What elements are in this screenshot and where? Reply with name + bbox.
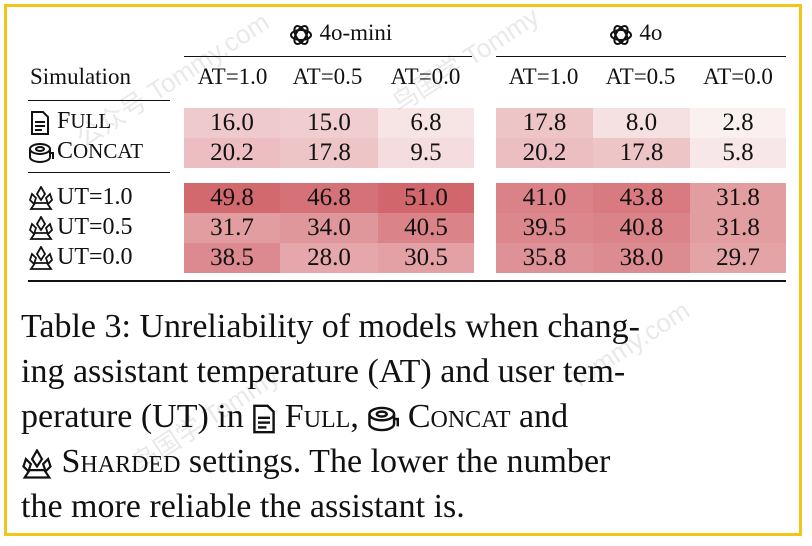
crystal-icon <box>28 185 54 210</box>
crystal-icon <box>28 215 54 240</box>
col-header-at: AT=1.0 <box>197 64 268 89</box>
table-cell: 31.8 <box>690 183 786 213</box>
midrule-label <box>28 100 170 101</box>
table-cell: 38.5 <box>184 243 280 273</box>
table-cell: 51.0 <box>378 183 474 213</box>
table-cell: 40.5 <box>378 213 474 243</box>
table-cell: 20.2 <box>184 138 280 168</box>
col-header-at: AT=0.0 <box>703 64 773 89</box>
col-header-at: AT=0.5 <box>605 64 676 89</box>
midrule-label <box>28 172 170 173</box>
cmidrule-right <box>496 56 786 57</box>
full-icon-wrap <box>30 111 50 140</box>
tape-roll-icon <box>368 406 400 432</box>
model-name-label: 4o-mini <box>319 20 393 45</box>
table-cell: 15.0 <box>280 108 378 138</box>
row-label-ut: UT=1.0 <box>57 184 133 210</box>
col-header-at: AT=0.0 <box>390 64 461 89</box>
openai-logo-icon <box>289 24 312 45</box>
table-cell: 46.8 <box>280 183 378 213</box>
table-cell: 2.8 <box>690 108 786 138</box>
openai-logo-icon <box>609 24 632 45</box>
table-cell: 38.0 <box>593 243 690 273</box>
table-cell: 17.8 <box>280 138 378 168</box>
caption-line: the more reliable the assistant is. <box>21 488 465 525</box>
table-cell: 6.8 <box>378 108 474 138</box>
table-cell: 49.8 <box>184 183 280 213</box>
row-label-full: FULL <box>57 108 112 134</box>
sharded-icon-wrap <box>28 215 54 245</box>
model-header-4o: 4o <box>560 20 710 48</box>
table-cell: 20.2 <box>496 138 593 168</box>
table-cell: 30.5 <box>378 243 474 273</box>
table-cell: 28.0 <box>280 243 378 273</box>
table-cell: 8.0 <box>593 108 690 138</box>
row-label-concat: CONCAT <box>57 138 144 164</box>
col-header-at: AT=1.0 <box>508 64 579 89</box>
table-cell: 35.8 <box>496 243 593 273</box>
table-cell: 5.8 <box>690 138 786 168</box>
crystal-icon <box>28 245 54 270</box>
tape-roll-icon <box>29 143 54 163</box>
table-cell: 43.8 <box>593 183 690 213</box>
document-icon <box>253 404 276 434</box>
caption-line: Sharded settings. The lower the number <box>21 439 793 484</box>
caption-line: perature (UT) in Full, Concat and <box>21 398 569 435</box>
crystal-icon <box>22 449 52 479</box>
table-cell: 9.5 <box>378 138 474 168</box>
model-header-4o-mini: 4o-mini <box>230 20 450 48</box>
table-cell: 17.8 <box>593 138 690 168</box>
sharded-icon-wrap <box>28 185 54 215</box>
simulation-header: Simulation <box>30 64 131 89</box>
row-label-ut: UT=0.5 <box>57 214 133 240</box>
model-name-label: 4o <box>639 20 663 45</box>
sharded-icon-wrap <box>28 245 54 275</box>
col-header-at: AT=0.5 <box>292 64 363 89</box>
table-cell: 16.0 <box>184 108 280 138</box>
table-cell: 40.8 <box>593 213 690 243</box>
caption-line: Table 3: Unreliability of models when ch… <box>21 308 640 345</box>
document-icon <box>31 111 49 135</box>
table-cell: 41.0 <box>496 183 593 213</box>
cmidrule-left <box>184 56 472 57</box>
row-label-ut: UT=0.0 <box>57 244 133 270</box>
bottomrule <box>28 280 786 282</box>
table-cell: 34.0 <box>280 213 378 243</box>
caption-line: ing assistant temperature (AT) and user … <box>21 353 626 390</box>
table-cell: 39.5 <box>496 213 593 243</box>
table-cell: 29.7 <box>690 243 786 273</box>
concat-icon-wrap <box>28 141 54 170</box>
table-cell: 31.7 <box>184 213 280 243</box>
table-cell: 31.8 <box>690 213 786 243</box>
table-caption: Table 3: Unreliability of models when ch… <box>21 304 793 529</box>
table-cell: 17.8 <box>496 108 593 138</box>
